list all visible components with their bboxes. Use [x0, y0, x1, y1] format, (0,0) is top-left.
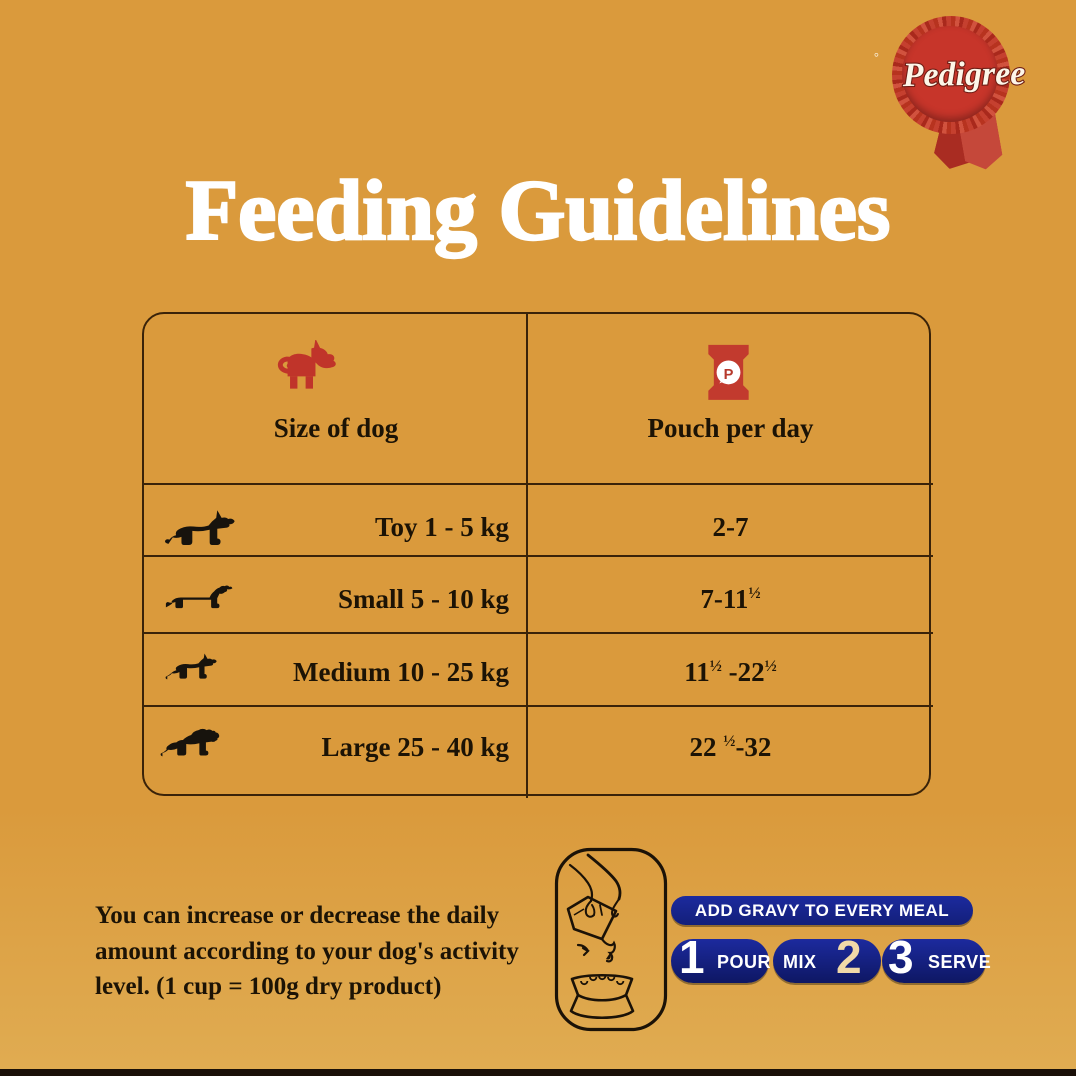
svg-text:P: P: [724, 367, 734, 383]
